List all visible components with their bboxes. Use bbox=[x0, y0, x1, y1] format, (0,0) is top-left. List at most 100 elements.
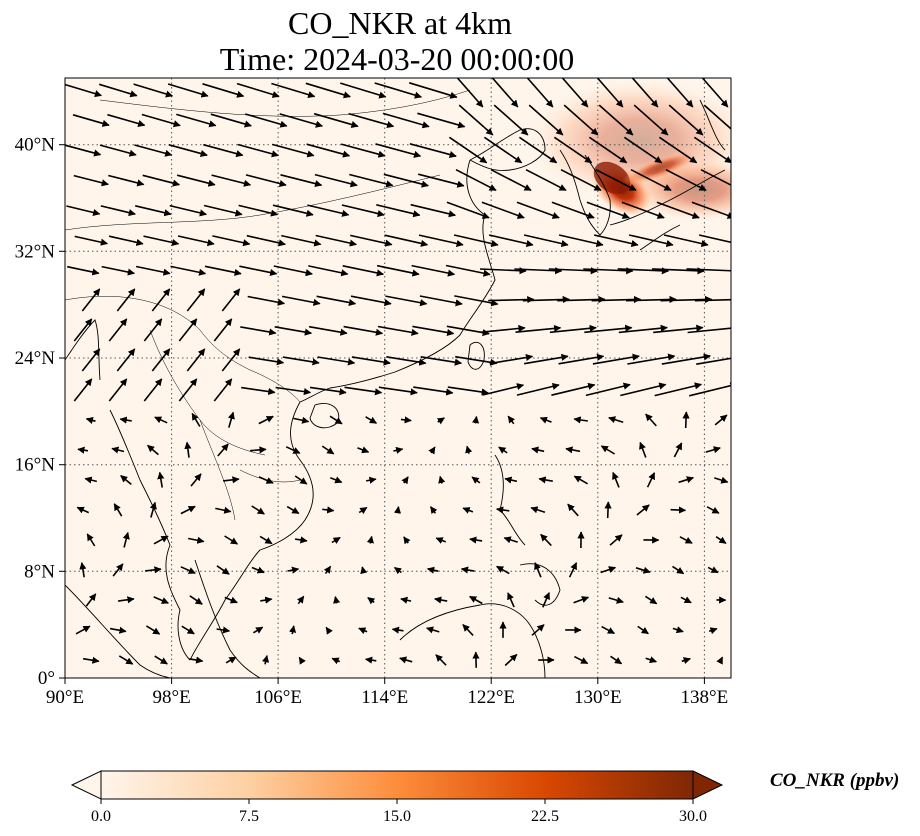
wind-arrow bbox=[523, 234, 569, 248]
wind-arrow bbox=[100, 205, 136, 217]
wind-arrow bbox=[212, 235, 251, 247]
wind-arrow bbox=[588, 136, 628, 164]
wind-arrow bbox=[343, 325, 384, 336]
wind-arrow bbox=[285, 446, 301, 454]
wind-arrow bbox=[418, 234, 464, 248]
wind-arrow bbox=[598, 104, 634, 136]
wind-arrow bbox=[673, 442, 683, 458]
wind-arrow bbox=[342, 265, 385, 277]
wind-arrow bbox=[568, 562, 578, 578]
wind-arrow bbox=[558, 234, 604, 248]
wind-arrow bbox=[348, 112, 395, 129]
wind-arrow bbox=[322, 506, 335, 514]
wind-arrow bbox=[654, 382, 703, 397]
wind-arrow bbox=[514, 267, 563, 275]
wind-arrow bbox=[307, 204, 350, 217]
wind-arrow bbox=[344, 386, 383, 396]
wind-arrow bbox=[628, 234, 674, 248]
wind-arrow bbox=[112, 563, 124, 577]
wind-arrow bbox=[82, 656, 100, 664]
wind-arrow bbox=[157, 471, 165, 488]
wind-arrow bbox=[460, 566, 475, 574]
wind-arrow bbox=[224, 596, 238, 604]
wind-arrow bbox=[400, 416, 412, 424]
wind-arrow bbox=[413, 386, 454, 396]
wind-arrow bbox=[539, 416, 552, 424]
map-subtitle-time: Time: 2024-03-20 00:00:00 bbox=[219, 41, 575, 77]
wind-arrow bbox=[631, 78, 659, 108]
wind-arrow bbox=[471, 415, 480, 424]
wind-arrow bbox=[447, 386, 489, 396]
wind-arrow bbox=[189, 595, 203, 605]
wind-arrow bbox=[610, 655, 623, 665]
wind-arrow bbox=[210, 113, 252, 128]
wind-arrow bbox=[551, 201, 595, 219]
wind-arrow bbox=[227, 411, 235, 428]
wind-arrow bbox=[145, 625, 161, 635]
wind-arrow bbox=[184, 441, 192, 458]
wind-arrow bbox=[86, 533, 96, 547]
wind-arrow bbox=[260, 596, 273, 604]
wind-arrow bbox=[488, 295, 535, 304]
wind-arrow bbox=[143, 235, 180, 247]
wind-arrow bbox=[621, 201, 665, 219]
wind-arrow bbox=[223, 476, 240, 484]
wind-arrow bbox=[687, 327, 731, 334]
wind-arrow bbox=[656, 201, 700, 219]
wind-arrow bbox=[608, 416, 624, 424]
wind-arrow bbox=[401, 476, 409, 485]
wind-arrow bbox=[672, 565, 685, 575]
wind-arrow bbox=[282, 356, 320, 366]
wind-arrow bbox=[151, 288, 171, 312]
wind-arrow bbox=[399, 656, 413, 664]
borders bbox=[65, 89, 471, 521]
wind-arrow bbox=[248, 356, 285, 366]
wind-arrow bbox=[216, 626, 231, 634]
wind-arrow bbox=[154, 655, 168, 665]
wind-arrow bbox=[141, 113, 181, 128]
wind-arrow bbox=[279, 113, 323, 128]
wind-arrow bbox=[489, 353, 534, 365]
wind-arrow bbox=[168, 144, 208, 157]
wind-arrow bbox=[595, 168, 637, 192]
wind-arrow bbox=[178, 318, 198, 342]
wind-arrow bbox=[281, 234, 322, 247]
wind-arrow bbox=[591, 295, 642, 304]
wind-arrow bbox=[258, 476, 274, 484]
wind-arrow bbox=[203, 204, 243, 217]
wind-arrow bbox=[81, 288, 101, 312]
wind-arrow bbox=[287, 566, 300, 574]
wind-arrow bbox=[240, 326, 277, 336]
wind-arrow bbox=[386, 356, 427, 366]
wind-arrow bbox=[176, 113, 217, 128]
colorbar-tick-label: 30.0 bbox=[679, 808, 707, 825]
wind-arrow bbox=[636, 504, 650, 516]
wind-arrow bbox=[341, 204, 385, 218]
wind-arrow bbox=[488, 234, 534, 248]
wind-arrow bbox=[98, 83, 138, 98]
wind-arrow bbox=[167, 83, 209, 98]
wind-arrow bbox=[376, 204, 421, 218]
wind-arrow bbox=[76, 506, 90, 514]
map-frame bbox=[64, 77, 732, 679]
wind-arrow bbox=[665, 168, 707, 192]
wind-arrow bbox=[465, 445, 473, 454]
wind-arrow bbox=[188, 536, 205, 544]
wind-arrow bbox=[325, 626, 333, 635]
wind-arrow bbox=[645, 656, 657, 664]
wind-arrow bbox=[549, 324, 597, 334]
wind-arrow bbox=[601, 625, 616, 635]
wind-arrow bbox=[294, 475, 308, 485]
wind-arrow bbox=[504, 476, 518, 484]
wind-arrow bbox=[143, 378, 163, 402]
wind-arrow bbox=[239, 265, 278, 277]
wind-arrow bbox=[252, 626, 264, 634]
wind-arrow bbox=[434, 596, 448, 604]
wind-arrow bbox=[504, 653, 518, 667]
wind-arrow bbox=[458, 104, 494, 136]
wind-arrow bbox=[455, 168, 497, 192]
wind-arrow bbox=[409, 143, 457, 158]
wind-arrow bbox=[418, 173, 465, 188]
wind-arrow bbox=[420, 356, 463, 366]
wind-arrow bbox=[652, 267, 705, 275]
